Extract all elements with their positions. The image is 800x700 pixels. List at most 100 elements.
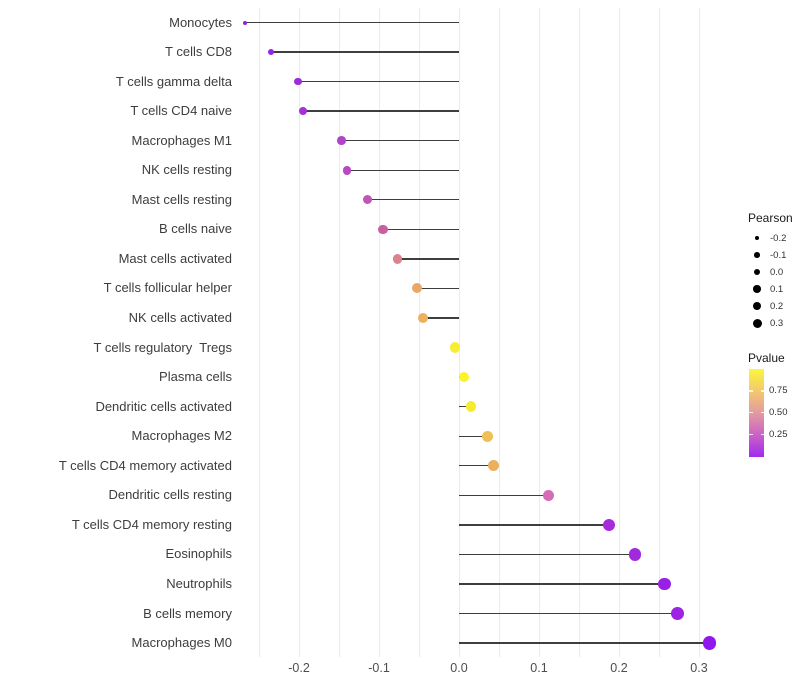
lollipop-dot xyxy=(658,577,671,591)
lollipop-stem xyxy=(459,465,494,467)
lollipop-stem xyxy=(423,317,459,319)
pearson-legend-dot xyxy=(754,235,760,241)
y-axis-label: Mast cells activated xyxy=(118,250,232,266)
y-axis-label: Monocytes xyxy=(169,14,232,30)
lollipop-dot xyxy=(337,136,346,145)
lollipop-dot xyxy=(487,460,499,472)
pvalue-colorbar-label: 0.50 xyxy=(769,406,788,418)
pearson-legend-title: Pearson xyxy=(748,211,793,225)
y-axis-label: B cells naive xyxy=(159,221,232,237)
y-axis-label: T cells regulatory Tregs xyxy=(93,339,232,355)
lollipop-stem xyxy=(271,51,459,53)
y-axis-label: Dendritic cells resting xyxy=(108,487,232,503)
y-axis-label: T cells CD4 memory resting xyxy=(71,516,232,532)
lollipop-dot xyxy=(363,195,373,205)
pvalue-colorbar-tick xyxy=(749,433,753,436)
lollipop-stem xyxy=(459,583,665,585)
pvalue-colorbar-tick xyxy=(760,411,764,414)
y-axis-label: T cells CD8 xyxy=(165,44,232,60)
lollipop-dot xyxy=(465,401,477,413)
lollipop-stem xyxy=(459,612,678,615)
lollipop-stem xyxy=(459,494,549,496)
pearson-legend-dot xyxy=(752,318,762,328)
gridline xyxy=(498,8,500,657)
y-axis-label: Plasma cells xyxy=(159,369,232,385)
lollipop-dot xyxy=(242,20,247,25)
pearson-legend-label: -0.2 xyxy=(770,232,787,244)
lollipop-dot xyxy=(458,371,470,383)
lollipop-stem xyxy=(459,524,610,526)
pvalue-colorbar-tick xyxy=(749,390,753,392)
lollipop-dot xyxy=(671,607,684,620)
y-axis-label: Macrophages M2 xyxy=(131,428,232,444)
x-axis-tick-label: 0.0 xyxy=(450,661,468,675)
y-axis-label: B cells memory xyxy=(143,605,232,621)
lollipop-dot xyxy=(411,283,422,294)
lollipop-stem xyxy=(397,258,459,260)
y-axis-label: NK cells resting xyxy=(141,162,232,178)
lollipop-dot xyxy=(392,254,403,264)
lollipop-dot xyxy=(267,48,275,56)
lollipop-stem xyxy=(347,169,459,171)
lollipop-stem xyxy=(298,80,459,83)
y-axis-label: T cells gamma delta xyxy=(115,73,232,89)
lollipop-dot xyxy=(628,548,642,561)
gridline xyxy=(538,8,540,657)
lollipop-dot xyxy=(342,165,352,175)
x-axis-tick-label: -0.2 xyxy=(288,661,310,675)
x-axis-tick-label: -0.1 xyxy=(368,661,390,675)
lollipop-stem xyxy=(303,110,459,112)
lollipop-dot xyxy=(417,312,429,324)
lollipop-stem xyxy=(341,140,459,142)
y-axis-label: Neutrophils xyxy=(166,575,232,591)
pvalue-colorbar-label: 0.25 xyxy=(769,428,788,440)
x-axis-tick-label: 0.1 xyxy=(530,661,548,675)
gridline xyxy=(618,8,620,657)
x-axis-tick-label: 0.3 xyxy=(690,661,708,675)
pearson-legend-label: 0.2 xyxy=(770,300,784,312)
pearson-legend-label: 0.0 xyxy=(770,266,784,278)
y-axis-label: T cells CD4 memory activated xyxy=(58,457,232,473)
y-axis-label: NK cells activated xyxy=(128,310,232,325)
pearson-legend-dot xyxy=(752,301,762,311)
lollipop-stem xyxy=(459,435,488,437)
y-axis-label: T cells follicular helper xyxy=(103,280,232,296)
y-axis-label: Macrophages M0 xyxy=(131,635,232,651)
gridline xyxy=(658,8,660,657)
pvalue-legend-title: Pvalue xyxy=(748,351,785,365)
pearson-legend-dot xyxy=(753,268,761,276)
lollipop-stem xyxy=(383,228,459,231)
gridline xyxy=(698,8,700,657)
y-axis-label: Eosinophils xyxy=(165,546,233,562)
y-axis-label: Macrophages M1 xyxy=(131,132,232,148)
pearson-legend-dot xyxy=(754,252,760,258)
gridline xyxy=(298,8,300,657)
lollipop-dot xyxy=(482,430,494,442)
lollipop-dot xyxy=(449,342,461,353)
lollipop-stem xyxy=(459,642,710,644)
gridline xyxy=(418,8,420,657)
pvalue-colorbar-label: 0.75 xyxy=(769,385,788,397)
lollipop-dot xyxy=(542,489,555,502)
lollipop-stem xyxy=(367,199,459,201)
gridline xyxy=(258,8,260,657)
pvalue-colorbar xyxy=(749,369,764,457)
pvalue-colorbar-tick xyxy=(760,433,764,436)
lollipop-stem xyxy=(244,21,459,24)
pearson-legend-label: 0.1 xyxy=(770,283,784,295)
gridline xyxy=(578,8,580,657)
x-axis-tick-label: 0.2 xyxy=(610,661,628,675)
lollipop-dot xyxy=(378,224,388,235)
lollipop-stem xyxy=(459,553,635,556)
pearson-legend-dot xyxy=(753,285,761,293)
pvalue-colorbar-tick xyxy=(760,390,764,392)
pearson-legend-label: -0.1 xyxy=(770,249,787,261)
y-axis-label: Dendritic cells activated xyxy=(95,398,232,414)
lollipop-dot xyxy=(603,518,616,531)
pvalue-colorbar-tick xyxy=(749,411,753,414)
lollipop-dot xyxy=(298,107,308,116)
lollipop-stem xyxy=(416,287,459,290)
lollipop-dot xyxy=(294,77,303,86)
y-axis-label: Mast cells resting xyxy=(131,191,232,207)
